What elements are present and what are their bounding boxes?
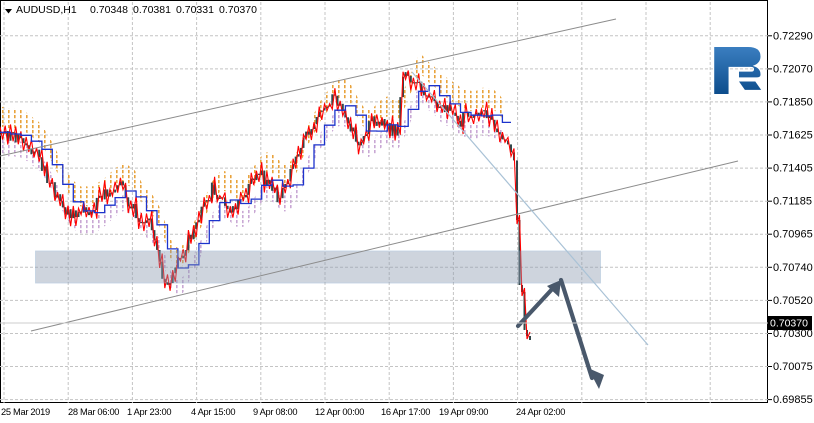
svg-text:0.70075: 0.70075 (773, 361, 813, 373)
svg-text:25 Mar 2019: 25 Mar 2019 (1, 407, 50, 417)
svg-text:0.70965: 0.70965 (773, 229, 813, 241)
svg-text:0.71850: 0.71850 (773, 96, 813, 108)
svg-text:0.70331: 0.70331 (176, 4, 214, 16)
svg-text:12 Apr 00:00: 12 Apr 00:00 (315, 407, 364, 417)
svg-text:28 Mar 06:00: 28 Mar 06:00 (68, 407, 119, 417)
svg-text:0.70348: 0.70348 (90, 4, 128, 16)
svg-text:16 Apr 17:00: 16 Apr 17:00 (381, 407, 430, 417)
svg-text:0.69855: 0.69855 (773, 394, 813, 406)
svg-text:24 Apr 02:00: 24 Apr 02:00 (516, 407, 565, 417)
svg-text:0.71625: 0.71625 (773, 130, 813, 142)
svg-text:0.70520: 0.70520 (773, 295, 813, 307)
svg-text:0.72290: 0.72290 (773, 30, 813, 42)
svg-text:9 Apr 08:00: 9 Apr 08:00 (253, 407, 297, 417)
svg-text:0.70381: 0.70381 (133, 4, 171, 16)
svg-text:0.72070: 0.72070 (773, 63, 813, 75)
svg-text:0.71185: 0.71185 (773, 196, 812, 208)
svg-text:0.70370: 0.70370 (770, 318, 808, 330)
svg-text:1 Apr 23:00: 1 Apr 23:00 (127, 407, 171, 417)
svg-text:0.70370: 0.70370 (219, 4, 257, 16)
svg-text:0.71405: 0.71405 (773, 163, 813, 175)
svg-text:19 Apr 09:00: 19 Apr 09:00 (439, 407, 488, 417)
svg-text:AUDUSD,H1: AUDUSD,H1 (16, 4, 77, 16)
svg-text:0.70740: 0.70740 (773, 262, 813, 274)
svg-text:4 Apr 15:00: 4 Apr 15:00 (191, 407, 235, 417)
